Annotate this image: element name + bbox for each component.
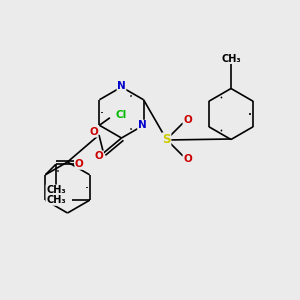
Text: Cl: Cl — [116, 110, 127, 120]
Text: CH₃: CH₃ — [221, 53, 241, 64]
Text: N: N — [138, 120, 146, 130]
Text: O: O — [89, 127, 98, 137]
Text: S: S — [162, 133, 171, 146]
Text: O: O — [94, 151, 103, 161]
Text: N: N — [117, 80, 126, 91]
Text: O: O — [75, 159, 84, 169]
Text: O: O — [183, 115, 192, 125]
Text: O: O — [183, 154, 192, 164]
Text: CH₃: CH₃ — [46, 195, 66, 205]
Text: CH₃: CH₃ — [46, 185, 66, 195]
